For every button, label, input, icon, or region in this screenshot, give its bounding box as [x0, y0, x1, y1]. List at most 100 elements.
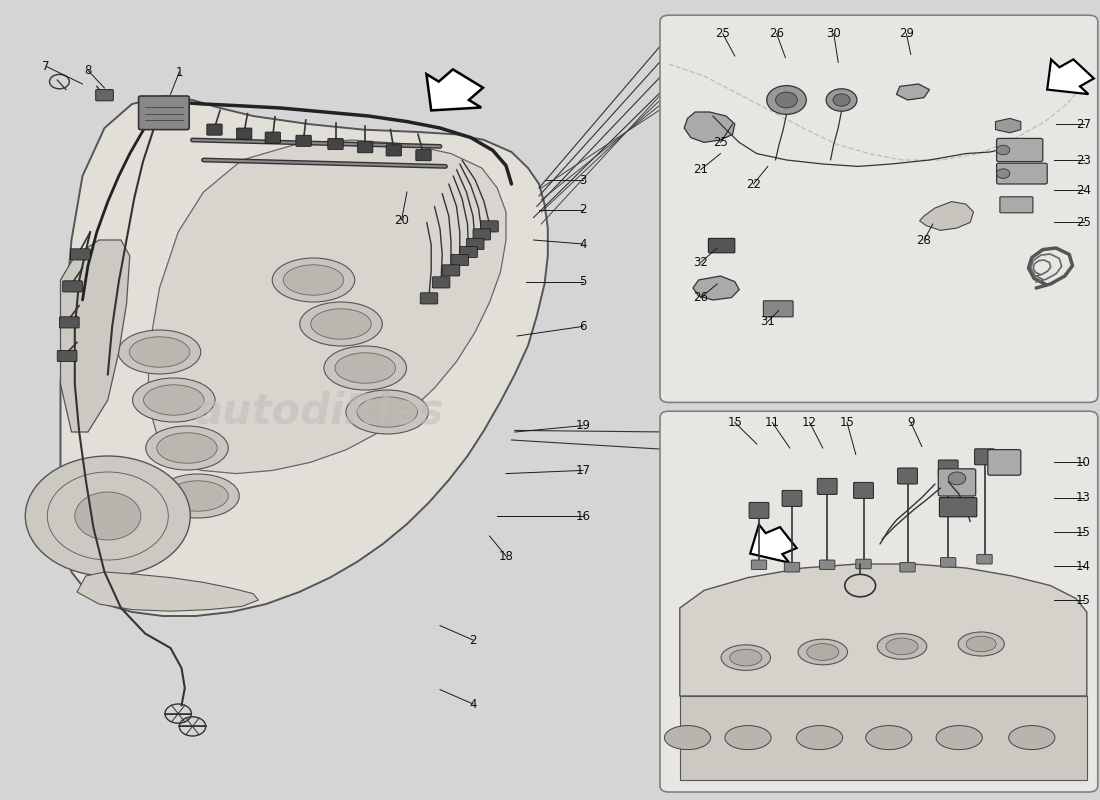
FancyBboxPatch shape: [328, 138, 343, 150]
Polygon shape: [60, 240, 130, 432]
Text: 12: 12: [802, 416, 817, 429]
Circle shape: [776, 92, 798, 108]
Text: 25: 25: [1076, 216, 1091, 229]
Ellipse shape: [284, 265, 343, 295]
Ellipse shape: [966, 636, 997, 652]
Text: 28: 28: [916, 234, 932, 246]
FancyBboxPatch shape: [420, 293, 438, 304]
Text: 10: 10: [1076, 456, 1091, 469]
FancyBboxPatch shape: [900, 562, 915, 572]
Polygon shape: [896, 84, 929, 100]
Text: 9: 9: [908, 416, 914, 429]
FancyBboxPatch shape: [749, 502, 769, 518]
Text: 25: 25: [713, 136, 728, 149]
Ellipse shape: [936, 726, 982, 750]
FancyBboxPatch shape: [854, 482, 873, 498]
FancyBboxPatch shape: [660, 15, 1098, 402]
FancyBboxPatch shape: [782, 490, 802, 506]
Text: 22: 22: [746, 178, 761, 190]
FancyArrow shape: [427, 70, 483, 110]
Polygon shape: [77, 572, 258, 611]
Text: 2: 2: [470, 634, 476, 646]
Text: 18: 18: [498, 550, 514, 562]
FancyBboxPatch shape: [296, 135, 311, 146]
Text: 24: 24: [1076, 184, 1091, 197]
Text: 13: 13: [1076, 491, 1091, 504]
Ellipse shape: [806, 644, 839, 660]
Ellipse shape: [866, 726, 912, 750]
FancyBboxPatch shape: [751, 560, 767, 570]
FancyBboxPatch shape: [708, 238, 735, 253]
Ellipse shape: [664, 726, 711, 750]
Text: 17: 17: [575, 464, 591, 477]
Text: 31: 31: [760, 315, 775, 328]
Text: 2: 2: [580, 203, 586, 216]
FancyBboxPatch shape: [358, 142, 373, 153]
FancyBboxPatch shape: [660, 411, 1098, 792]
FancyBboxPatch shape: [763, 301, 793, 317]
FancyBboxPatch shape: [938, 469, 976, 496]
FancyBboxPatch shape: [977, 554, 992, 564]
Text: 4: 4: [580, 238, 586, 250]
FancyBboxPatch shape: [386, 145, 402, 156]
Text: 27: 27: [1076, 118, 1091, 130]
Polygon shape: [680, 564, 1087, 696]
FancyBboxPatch shape: [481, 221, 498, 232]
FancyBboxPatch shape: [451, 254, 469, 266]
Ellipse shape: [336, 353, 396, 383]
FancyBboxPatch shape: [817, 478, 837, 494]
Circle shape: [997, 169, 1010, 178]
Ellipse shape: [356, 397, 418, 427]
FancyBboxPatch shape: [57, 350, 77, 362]
FancyBboxPatch shape: [207, 124, 222, 135]
FancyBboxPatch shape: [938, 460, 958, 476]
Circle shape: [25, 456, 190, 576]
FancyBboxPatch shape: [784, 562, 800, 572]
FancyBboxPatch shape: [856, 559, 871, 569]
Ellipse shape: [143, 385, 205, 415]
Text: 32: 32: [693, 256, 708, 269]
Polygon shape: [148, 140, 506, 474]
Circle shape: [767, 86, 806, 114]
Text: 20: 20: [394, 214, 409, 226]
Text: 15: 15: [1076, 526, 1091, 538]
Polygon shape: [996, 118, 1021, 133]
Circle shape: [948, 472, 966, 485]
Text: 26: 26: [693, 291, 708, 304]
Text: 19: 19: [575, 419, 591, 432]
Ellipse shape: [1009, 726, 1055, 750]
Text: 6: 6: [580, 320, 586, 333]
Polygon shape: [60, 96, 548, 616]
Text: 8: 8: [85, 64, 91, 77]
Polygon shape: [680, 696, 1087, 780]
Text: 7: 7: [43, 60, 50, 73]
FancyBboxPatch shape: [265, 132, 280, 143]
FancyBboxPatch shape: [820, 560, 835, 570]
Text: 15: 15: [727, 416, 742, 429]
FancyBboxPatch shape: [940, 558, 956, 567]
FancyBboxPatch shape: [898, 468, 917, 484]
Ellipse shape: [130, 337, 189, 367]
Ellipse shape: [958, 632, 1004, 656]
Text: 11: 11: [764, 416, 780, 429]
FancyBboxPatch shape: [939, 498, 977, 517]
Ellipse shape: [310, 309, 372, 339]
Circle shape: [833, 94, 850, 106]
FancyBboxPatch shape: [466, 238, 484, 250]
Ellipse shape: [886, 638, 918, 654]
Text: 30: 30: [826, 27, 842, 40]
Ellipse shape: [133, 378, 216, 422]
Text: 14: 14: [1076, 560, 1091, 573]
Text: 5: 5: [580, 275, 586, 288]
FancyBboxPatch shape: [236, 128, 252, 139]
FancyBboxPatch shape: [442, 265, 460, 276]
FancyBboxPatch shape: [63, 281, 82, 292]
Ellipse shape: [156, 433, 218, 463]
Ellipse shape: [798, 639, 847, 665]
Ellipse shape: [729, 650, 762, 666]
Text: 3: 3: [580, 174, 586, 186]
Ellipse shape: [145, 426, 229, 470]
Circle shape: [75, 492, 141, 540]
FancyBboxPatch shape: [1000, 197, 1033, 213]
Ellipse shape: [167, 481, 229, 511]
